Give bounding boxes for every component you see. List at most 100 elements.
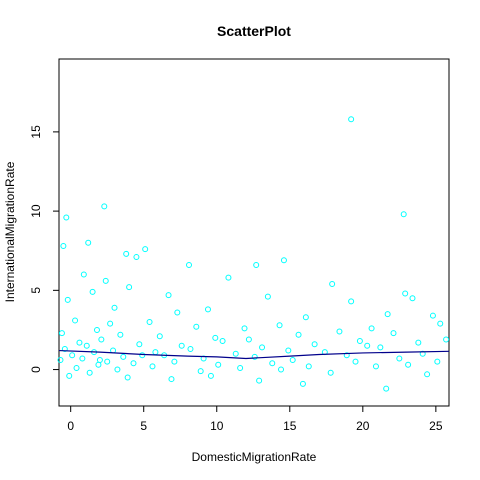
data-point	[79, 355, 86, 362]
data-point	[302, 314, 309, 321]
data-point	[264, 293, 271, 300]
data-point	[225, 274, 232, 281]
data-point	[73, 364, 80, 371]
data-point	[58, 330, 65, 337]
data-point	[69, 352, 76, 359]
data-point	[187, 345, 194, 352]
data-point	[60, 242, 67, 249]
data-point	[372, 363, 379, 370]
y-tick-label: 15	[29, 125, 43, 139]
y-axis: 0 5 10 15	[29, 125, 59, 373]
data-point	[424, 371, 431, 378]
data-point	[429, 312, 436, 319]
data-point	[123, 250, 130, 257]
data-point	[251, 353, 258, 360]
x-tick-label: 0	[67, 419, 74, 433]
data-point	[336, 328, 343, 335]
data-point	[86, 369, 93, 376]
plot-frame	[58, 58, 450, 407]
data-point	[186, 261, 192, 268]
data-point	[136, 341, 143, 348]
data-point	[402, 290, 409, 297]
data-point	[64, 296, 71, 303]
data-point	[364, 342, 371, 349]
data-point	[89, 288, 96, 295]
y-axis-title: InternationalMigrationRate	[3, 161, 17, 302]
data-point	[120, 353, 127, 360]
x-tick-label: 15	[283, 419, 297, 433]
data-point	[219, 338, 226, 345]
data-point	[253, 261, 260, 268]
data-point	[57, 357, 64, 364]
data-point	[171, 358, 178, 365]
data-point	[85, 239, 92, 246]
chart-title: ScatterPlot	[217, 23, 291, 39]
data-point	[329, 280, 336, 287]
data-point	[149, 363, 156, 370]
data-point	[259, 344, 266, 351]
data-point	[419, 350, 426, 357]
data-point	[124, 374, 131, 381]
data-point	[295, 331, 302, 338]
data-point	[437, 320, 444, 327]
data-point	[126, 284, 133, 291]
data-point	[368, 325, 375, 332]
data-point	[299, 380, 306, 387]
data-point	[104, 358, 111, 365]
data-point	[102, 277, 109, 284]
data-point	[390, 330, 397, 337]
data-point	[256, 377, 263, 384]
data-point	[384, 311, 391, 318]
data-point	[101, 203, 108, 210]
data-point	[139, 352, 146, 359]
data-point	[168, 376, 175, 383]
data-point	[142, 246, 149, 253]
data-point	[245, 336, 252, 343]
data-point	[61, 345, 68, 352]
data-point	[415, 339, 422, 346]
data-point	[232, 350, 239, 357]
data-point	[289, 357, 296, 364]
x-axis: 0 5 10 15 20 25	[67, 406, 443, 433]
data-point	[95, 361, 102, 368]
data-point	[76, 339, 83, 346]
data-point	[165, 292, 172, 299]
data-point	[285, 347, 292, 354]
data-point	[237, 364, 244, 371]
data-point	[107, 320, 114, 327]
data-point	[327, 369, 334, 376]
data-point	[409, 295, 416, 302]
data-point	[377, 344, 384, 351]
data-point	[383, 385, 390, 392]
data-point	[434, 358, 441, 365]
data-point	[356, 338, 363, 345]
data-points	[57, 116, 450, 392]
data-point	[152, 349, 159, 356]
data-point	[111, 304, 118, 311]
smooth-line-layer	[58, 349, 450, 360]
data-point	[207, 372, 214, 379]
data-point	[133, 254, 140, 261]
data-point	[343, 352, 350, 359]
data-point	[400, 211, 407, 218]
data-point	[83, 342, 90, 349]
data-point	[156, 333, 163, 340]
data-point	[98, 336, 105, 343]
x-tick-label: 5	[140, 419, 147, 433]
y-tick-label: 5	[29, 287, 43, 294]
data-point	[146, 319, 153, 326]
data-point	[305, 363, 312, 370]
x-tick-label: 20	[356, 419, 370, 433]
data-point	[352, 358, 359, 365]
x-axis-title: DomesticMigrationRate	[192, 450, 317, 464]
data-point	[178, 342, 185, 349]
data-point	[72, 317, 79, 324]
data-point	[114, 366, 121, 373]
data-point	[348, 116, 355, 123]
data-point	[215, 361, 222, 368]
data-point	[174, 309, 181, 316]
y-tick-label: 0	[29, 366, 43, 373]
x-tick-label: 10	[210, 419, 224, 433]
data-point	[241, 325, 248, 332]
data-point	[63, 214, 70, 221]
